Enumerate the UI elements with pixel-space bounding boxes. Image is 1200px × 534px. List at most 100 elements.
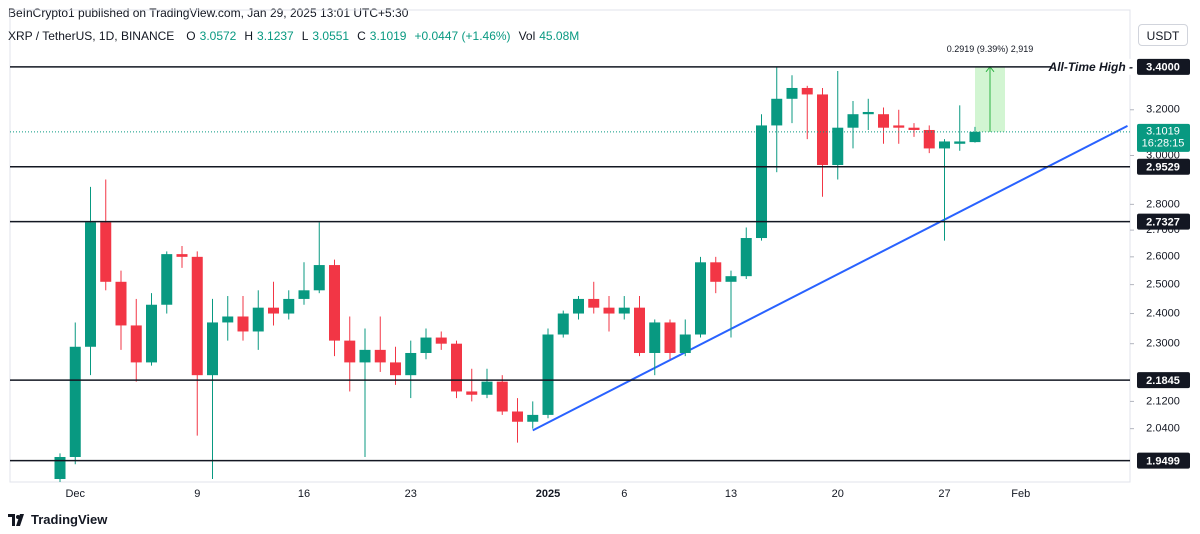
- candle-body: [466, 391, 478, 395]
- y-tick-label: 2.8000: [1146, 198, 1180, 210]
- candle-body: [634, 307, 645, 353]
- candle-body: [115, 281, 127, 326]
- candle-body: [420, 337, 432, 353]
- currency-button[interactable]: USDT: [1138, 24, 1188, 46]
- candle-body: [405, 352, 417, 376]
- ohlc-label: H: [244, 29, 254, 43]
- high-value: 3.1237: [257, 29, 294, 43]
- candle-body: [390, 362, 401, 376]
- candle-body: [588, 298, 600, 308]
- last-price-box: [1137, 123, 1190, 152]
- candle-body: [268, 307, 279, 314]
- candle-body: [252, 307, 264, 332]
- legend: XRP / TetherUS, 1D, BINANCE O 3.0572 H 3.1…: [8, 29, 583, 43]
- level-label-box: [1137, 213, 1190, 230]
- candle-body: [649, 322, 661, 353]
- candle-body: [451, 343, 462, 392]
- candle-body: [832, 127, 844, 165]
- candle-body: [359, 349, 371, 363]
- candle-body: [512, 411, 523, 422]
- candle-body: [756, 125, 767, 239]
- candle-body: [481, 381, 493, 395]
- plot-area: [10, 66, 1130, 482]
- candle-body: [435, 337, 447, 344]
- footer: TradingView: [8, 512, 107, 527]
- candle-body: [695, 262, 706, 335]
- candle-body: [222, 316, 234, 323]
- candle-body: [329, 265, 340, 341]
- candle-body: [374, 349, 386, 363]
- open-value: 3.0572: [199, 29, 237, 43]
- candle-body: [939, 141, 950, 149]
- candle-body: [100, 222, 112, 282]
- level-label: 1.9499: [1146, 456, 1180, 468]
- candle-body: [954, 141, 966, 144]
- level-label-box: [1137, 452, 1190, 469]
- ohlc-label: L: [301, 29, 309, 43]
- level-label-box: [1137, 58, 1190, 75]
- x-tick-label: 16: [298, 488, 310, 500]
- candle-body: [725, 276, 737, 282]
- level-label-box: [1137, 372, 1190, 389]
- x-tick-label: 23: [405, 488, 417, 500]
- ohlc-label: O: [186, 29, 196, 43]
- candle-body: [908, 127, 920, 130]
- level-label: 2.9529: [1146, 162, 1180, 174]
- y-tick-label: 2.3000: [1146, 338, 1180, 350]
- candle-body: [161, 254, 173, 305]
- candle-body: [878, 114, 889, 128]
- symbol: XRP / TetherUS, 1D, BINANCE: [8, 29, 175, 43]
- y-tick-label: 2.6000: [1146, 251, 1180, 263]
- candle-body: [862, 111, 874, 115]
- candle-body: [664, 322, 676, 353]
- x-tick-label: 6: [621, 488, 627, 500]
- plot-frame: [9, 9, 1131, 483]
- y-tick-label: 3.2000: [1146, 104, 1180, 116]
- x-tick-label: Feb: [1011, 488, 1030, 500]
- candle-body: [740, 238, 752, 277]
- y-tick-label: 2.1200: [1146, 395, 1180, 407]
- candle-body: [527, 414, 539, 422]
- x-tick-label: 20: [832, 488, 844, 500]
- candle-body: [710, 262, 722, 282]
- x-tick-label: 27: [938, 488, 950, 500]
- y-tick-label: 2.0400: [1146, 423, 1180, 435]
- x-tick-label: Dec: [65, 488, 85, 500]
- candle-body: [801, 87, 813, 95]
- candle-body: [893, 125, 905, 128]
- volume: 45.08M: [539, 29, 580, 43]
- vol-label: Vol: [518, 29, 536, 43]
- candle-body: [298, 290, 310, 299]
- logo: [8, 513, 24, 526]
- candle-body: [679, 334, 691, 353]
- candle-body: [771, 98, 783, 126]
- candle-body: [923, 129, 935, 149]
- countdown: 16:28:15: [1142, 138, 1185, 150]
- candle-body: [557, 313, 569, 335]
- level-label: 3.4000: [1146, 62, 1180, 74]
- candle-body: [344, 340, 356, 363]
- level-annotation: All-Time High -: [1048, 60, 1133, 74]
- candle-body: [313, 265, 325, 291]
- candle-body: [146, 304, 157, 363]
- candle-body: [618, 307, 630, 314]
- candle-body: [237, 316, 249, 332]
- change: +0.0447 (+1.46%): [414, 29, 511, 43]
- trendline: [532, 124, 1128, 432]
- candle-body: [603, 307, 615, 314]
- low-value: 3.0551: [312, 29, 350, 43]
- last-price-label: 3.1019: [1146, 126, 1180, 138]
- candle-body: [542, 334, 554, 415]
- close-value: 3.1019: [369, 29, 407, 43]
- y-tick-label: 2.4000: [1146, 307, 1180, 319]
- level-label-box: [1137, 158, 1190, 175]
- candle-body: [969, 131, 981, 143]
- level-label: 2.1845: [1146, 375, 1180, 387]
- candle-body: [786, 87, 798, 99]
- footer-text: TradingView: [31, 512, 108, 527]
- candle-body: [283, 298, 295, 314]
- candle-body: [85, 222, 96, 347]
- x-tick-label: 2025: [536, 488, 560, 500]
